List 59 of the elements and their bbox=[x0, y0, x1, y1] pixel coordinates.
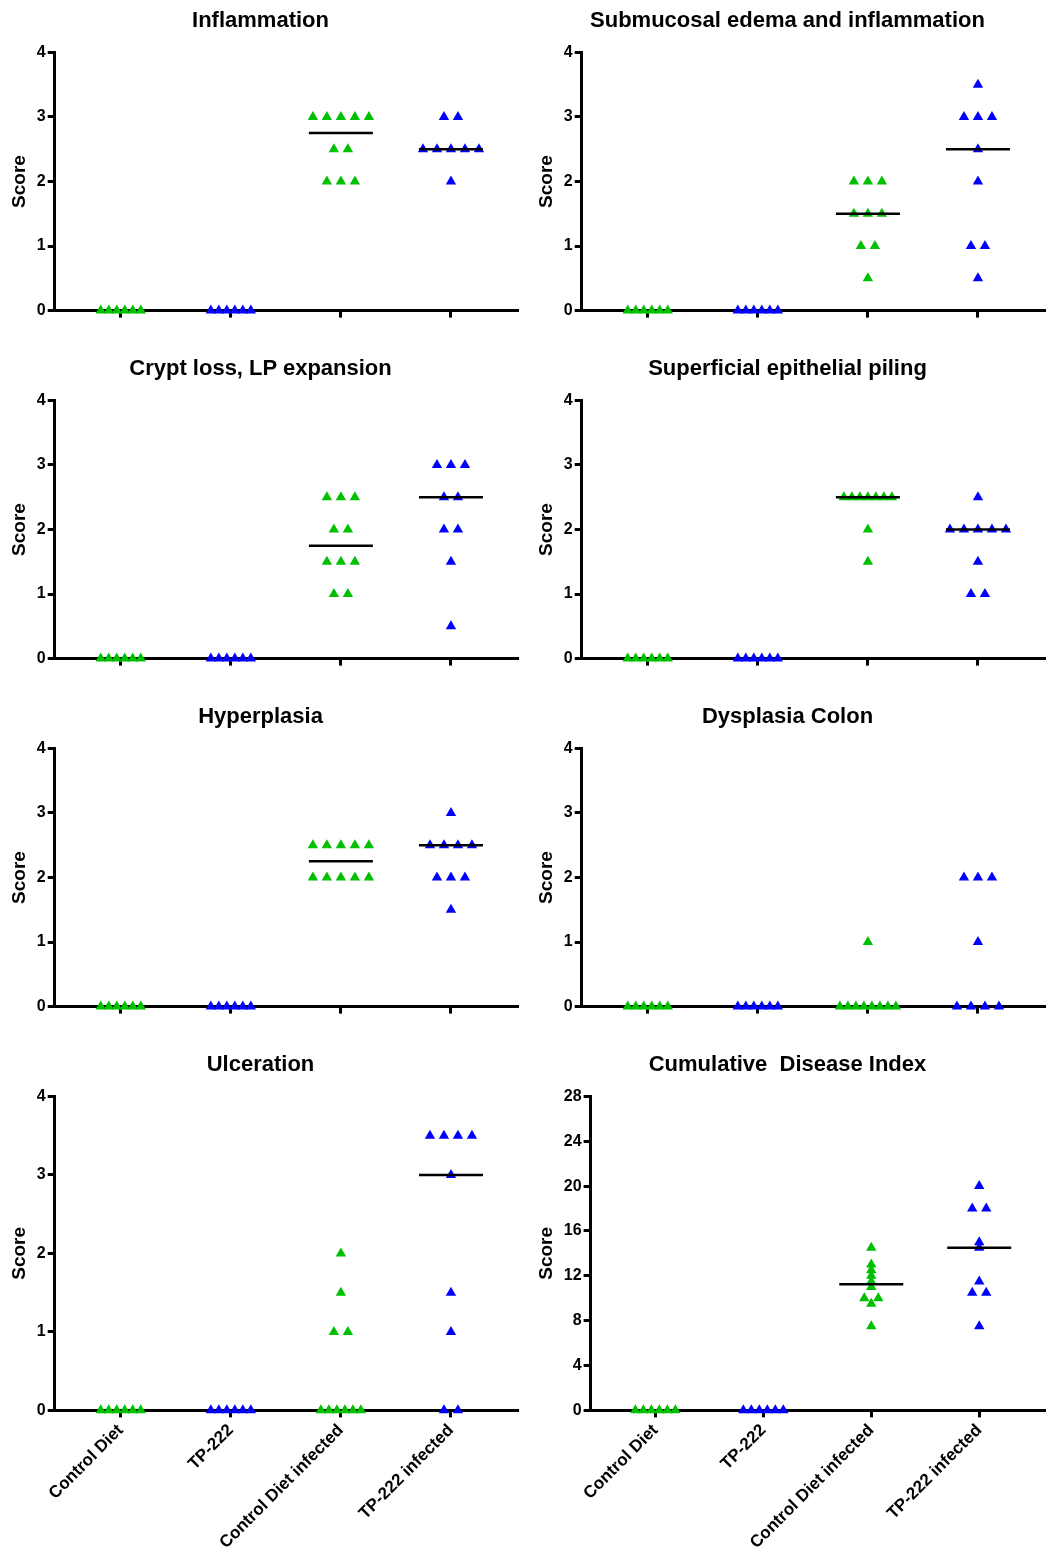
y-tick-label: 2 bbox=[36, 1243, 46, 1261]
y-tick-label: 3 bbox=[36, 455, 46, 473]
y-axis-title: Score bbox=[534, 1226, 556, 1280]
y-tick-label: 1 bbox=[36, 236, 46, 254]
y-axis-title: Score bbox=[7, 1226, 29, 1280]
y-tick-label: 0 bbox=[563, 997, 573, 1015]
y-tick-label: 0 bbox=[563, 301, 573, 319]
chart-title: Submucosal edema and inflammation bbox=[590, 7, 985, 33]
y-axis-title: Score bbox=[7, 155, 29, 208]
y-tick-label: 2 bbox=[563, 867, 573, 885]
y-tick-label: 4 bbox=[36, 42, 46, 60]
y-tick-label: 24 bbox=[563, 1131, 582, 1149]
y-tick-label: 2 bbox=[563, 519, 573, 537]
chart-title: Superficial epithelial piling bbox=[648, 355, 927, 381]
y-tick-label: 1 bbox=[36, 1322, 46, 1340]
y-tick-label: 2 bbox=[563, 171, 573, 189]
y-tick-label: 1 bbox=[36, 584, 46, 602]
y-axis-title: Score bbox=[534, 851, 556, 904]
y-tick-label: 0 bbox=[572, 1400, 582, 1418]
y-tick-label: 3 bbox=[36, 1165, 46, 1183]
y-axis-title: Score bbox=[7, 503, 29, 556]
y-tick-label: 4 bbox=[572, 1355, 582, 1373]
y-tick-label: 4 bbox=[563, 738, 573, 756]
y-tick-label: 0 bbox=[36, 1400, 46, 1418]
y-tick-label: 12 bbox=[563, 1266, 582, 1284]
y-tick-label: 4 bbox=[563, 42, 573, 60]
y-tick-label: 2 bbox=[36, 171, 46, 189]
y-tick-label: 3 bbox=[563, 803, 573, 821]
chart-title: Dysplasia Colon bbox=[701, 703, 874, 729]
y-tick-label: 0 bbox=[36, 649, 46, 667]
y-axis-title: Score bbox=[534, 503, 556, 556]
y-tick-label: 3 bbox=[563, 107, 573, 125]
y-tick-label: 4 bbox=[36, 738, 46, 756]
y-tick-label: 3 bbox=[563, 455, 573, 473]
y-tick-label: 1 bbox=[563, 584, 573, 602]
y-tick-label: 3 bbox=[36, 803, 46, 821]
y-tick-label: 1 bbox=[563, 236, 573, 254]
chart-title: Cumulative Disease Index bbox=[648, 1051, 928, 1077]
chart-title: Inflammation bbox=[192, 7, 329, 33]
y-axis-title: Score bbox=[7, 851, 29, 904]
y-tick-label: 1 bbox=[563, 932, 573, 950]
y-tick-label: 4 bbox=[563, 390, 573, 408]
y-tick-label: 0 bbox=[36, 997, 46, 1015]
y-tick-label: 2 bbox=[36, 867, 46, 885]
y-tick-label: 0 bbox=[36, 301, 46, 319]
y-tick-label: 16 bbox=[563, 1221, 582, 1239]
y-tick-label: 4 bbox=[36, 1086, 46, 1104]
chart-title: Crypt loss, LP expansion bbox=[129, 355, 392, 381]
y-tick-label: 4 bbox=[36, 390, 46, 408]
y-tick-label: 8 bbox=[572, 1311, 582, 1329]
y-tick-label: 2 bbox=[36, 519, 46, 537]
y-axis-title: Score bbox=[534, 155, 556, 208]
y-tick-label: 28 bbox=[563, 1086, 582, 1104]
y-tick-label: 3 bbox=[36, 107, 46, 125]
y-tick-label: 1 bbox=[36, 932, 46, 950]
y-tick-label: 20 bbox=[563, 1176, 582, 1194]
chart-title: Hyperplasia bbox=[198, 703, 324, 729]
chart-title: Ulceration bbox=[206, 1051, 315, 1077]
y-tick-label: 0 bbox=[563, 649, 573, 667]
